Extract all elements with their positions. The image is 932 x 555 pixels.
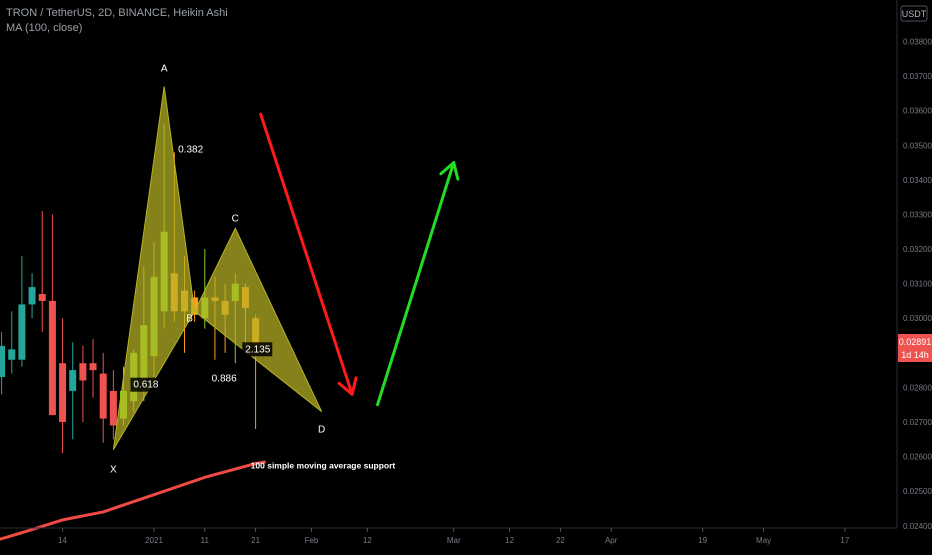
arrow-layer (259, 112, 460, 407)
ma-layer (0, 460, 267, 541)
arrow-down-shaft (259, 112, 354, 396)
price-tick-label: 0.02400 (903, 522, 932, 531)
price-tick-label: 0.03100 (903, 280, 932, 289)
price-tick-label: 0.03400 (903, 176, 932, 185)
last-price-label: 0.02891 1d 14h (898, 334, 932, 362)
price-tick-label: 0.02600 (903, 453, 932, 462)
ratio-label-bg (208, 371, 239, 386)
pattern-point-b: B (186, 313, 193, 324)
bar-countdown: 1d 14h (901, 350, 929, 360)
pattern-point-a: A (161, 63, 168, 74)
indicator-title[interactable]: MA (100, close) (6, 22, 83, 34)
time-tick-label: Feb (305, 536, 319, 545)
price-tick-label: 0.03300 (903, 210, 932, 219)
candle-body (0, 345, 6, 378)
price-tick-label: 0.03800 (903, 38, 932, 47)
currency-badge[interactable]: USDT (900, 5, 928, 22)
pattern-point-x: X (110, 465, 117, 476)
ratio-label: 0.886 (212, 374, 237, 385)
candle-body (69, 370, 77, 391)
time-tick-label: 11 (201, 536, 210, 545)
ratio-label-bg (130, 377, 161, 392)
ratio-label: 2.135 (245, 344, 270, 355)
time-tick-label: 22 (556, 536, 565, 545)
price-tick-label: 0.03200 (903, 245, 932, 254)
price-tick-label: 0.02800 (903, 383, 932, 392)
ratio-label-bg (175, 142, 206, 157)
candle-body (109, 390, 117, 426)
time-tick-label: Apr (605, 536, 618, 545)
chart-legend[interactable]: TRON / TetherUS, 2D, BINANCE, Heikin Ash… (6, 6, 228, 36)
time-tick-label: 12 (505, 536, 514, 545)
candle-body (48, 300, 56, 416)
candle-body (38, 294, 46, 301)
price-tick-label: 0.03600 (903, 107, 932, 116)
price-tick-label: 0.02700 (903, 418, 932, 427)
ratio-label: 0.382 (178, 144, 203, 155)
candle-body (18, 304, 26, 360)
time-tick-label: 21 (251, 536, 260, 545)
price-tick-label: 0.03700 (903, 72, 932, 81)
candle-body (79, 363, 87, 381)
time-tick-label: May (756, 536, 771, 545)
arrow-down-head (337, 376, 358, 396)
time-tick-label: 14 (58, 536, 67, 545)
price-tick-label: 0.02500 (903, 487, 932, 496)
ratio-label: 0.618 (133, 380, 158, 391)
arrow-up-head (439, 161, 460, 181)
candle-body (8, 349, 16, 360)
last-price-value: 0.02891 (899, 337, 932, 347)
candle-body (191, 297, 199, 315)
label-layer: X A B C D 0.382 0.618 0.886 2.135 100 simple movi… (110, 63, 395, 475)
pattern-point-c: C (232, 213, 239, 224)
price-tick-label: 0.03000 (903, 314, 932, 323)
price-tick-label: 0.03500 (903, 141, 932, 150)
time-axis: 14 2021 11 21 Feb 12 Mar 12 22 Apr 19 May 17 (58, 528, 850, 545)
currency-badge-label: USDT (902, 9, 927, 19)
candle-body (99, 373, 107, 419)
time-tick-label: 17 (840, 536, 849, 545)
candle-body (89, 363, 97, 371)
pattern-layer (112, 86, 323, 450)
annotation-text: 100 simple moving average support (251, 461, 396, 471)
time-tick-label: 12 (363, 536, 372, 545)
arrow-up-shaft (376, 161, 456, 407)
pattern-bcd-triangle (194, 227, 323, 413)
symbol-title[interactable]: TRON / TetherUS, 2D, BINANCE, Heikin Ash… (6, 7, 228, 19)
time-tick-label: Mar (447, 536, 461, 545)
candle-body (28, 287, 36, 305)
moving-average-line (0, 460, 267, 541)
ratio-label-bg (242, 342, 273, 357)
candle-body (59, 363, 67, 423)
pattern-point-d: D (318, 425, 325, 436)
time-tick-label: 19 (698, 536, 707, 545)
price-axis: 0.03800 0.03700 0.03600 0.03500 0.03400 0.033… (903, 38, 932, 531)
time-tick-label: 2021 (145, 536, 163, 545)
